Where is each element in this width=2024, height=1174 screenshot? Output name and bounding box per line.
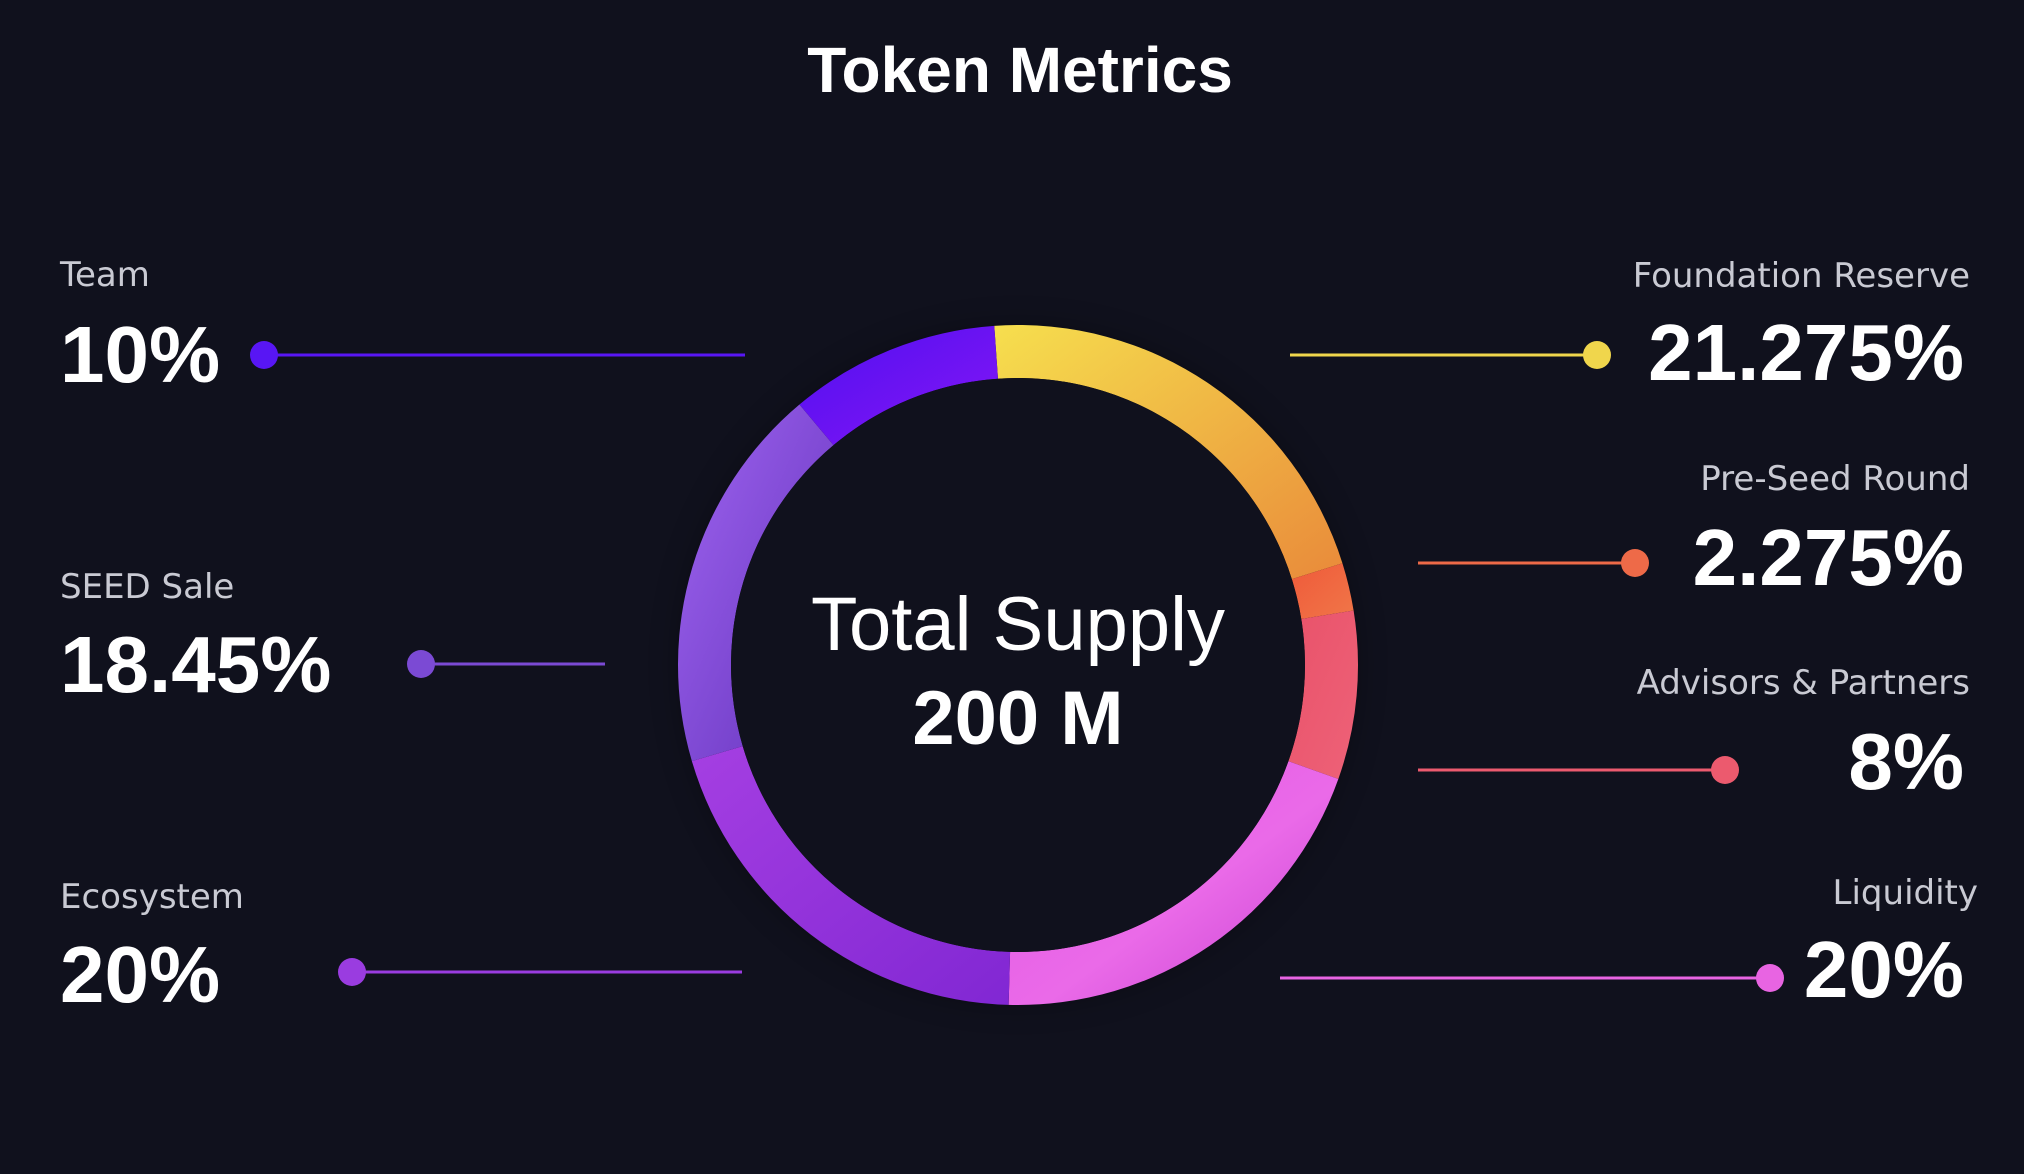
legend-dot-ecosystem	[338, 958, 366, 986]
slice-advisors-partners	[1288, 610, 1359, 779]
legend-dot-seed-sale	[407, 650, 435, 678]
slice-pre-seed-round	[1291, 563, 1354, 620]
legend-value-pre-seed-round: 2.275%	[1693, 513, 1964, 602]
legend-label-ecosystem: Ecosystem	[60, 877, 244, 917]
chart-title: Token Metrics	[807, 34, 1233, 106]
legend-dot-pre-seed-round	[1621, 549, 1649, 577]
leader-lines	[264, 353, 1770, 980]
slice-foundation-reserve	[994, 324, 1343, 580]
legend-value-advisors-partners: 8%	[1848, 717, 1964, 806]
legend-label-team: Team	[59, 255, 150, 295]
slice-seed-sale	[678, 404, 834, 762]
legend-label-seed-sale: SEED Sale	[60, 567, 234, 607]
total-supply-value: 200 M	[912, 676, 1123, 761]
slice-team	[799, 325, 998, 446]
legend-dot-liquidity	[1756, 964, 1784, 992]
slice-liquidity	[1008, 761, 1339, 1005]
legend-dot-advisors-partners	[1711, 756, 1739, 784]
total-supply-label: Total Supply	[811, 582, 1225, 667]
legend-value-foundation-reserve: 21.275%	[1648, 308, 1964, 397]
legend-dots	[250, 341, 1784, 992]
legend-label-advisors-partners: Advisors & Partners	[1637, 663, 1970, 703]
slice-ecosystem	[691, 746, 1011, 1005]
legend-value-team: 10%	[60, 310, 220, 399]
legend-value-liquidity: 20%	[1804, 925, 1964, 1014]
legend-dot-team	[250, 341, 278, 369]
legend-value-seed-sale: 18.45%	[60, 620, 331, 709]
legend-label-pre-seed-round: Pre-Seed Round	[1700, 459, 1970, 499]
donut-hole	[731, 378, 1305, 952]
legend-value-ecosystem: 20%	[60, 930, 220, 1019]
donut-ring	[678, 324, 1359, 1005]
legend-labels: Foundation Reserve 21.275% Pre-Seed Round 2…	[59, 255, 1978, 1019]
legend-label-foundation-reserve: Foundation Reserve	[1633, 256, 1970, 296]
legend-dot-foundation-reserve	[1583, 341, 1611, 369]
legend-label-liquidity: Liquidity	[1833, 873, 1978, 913]
